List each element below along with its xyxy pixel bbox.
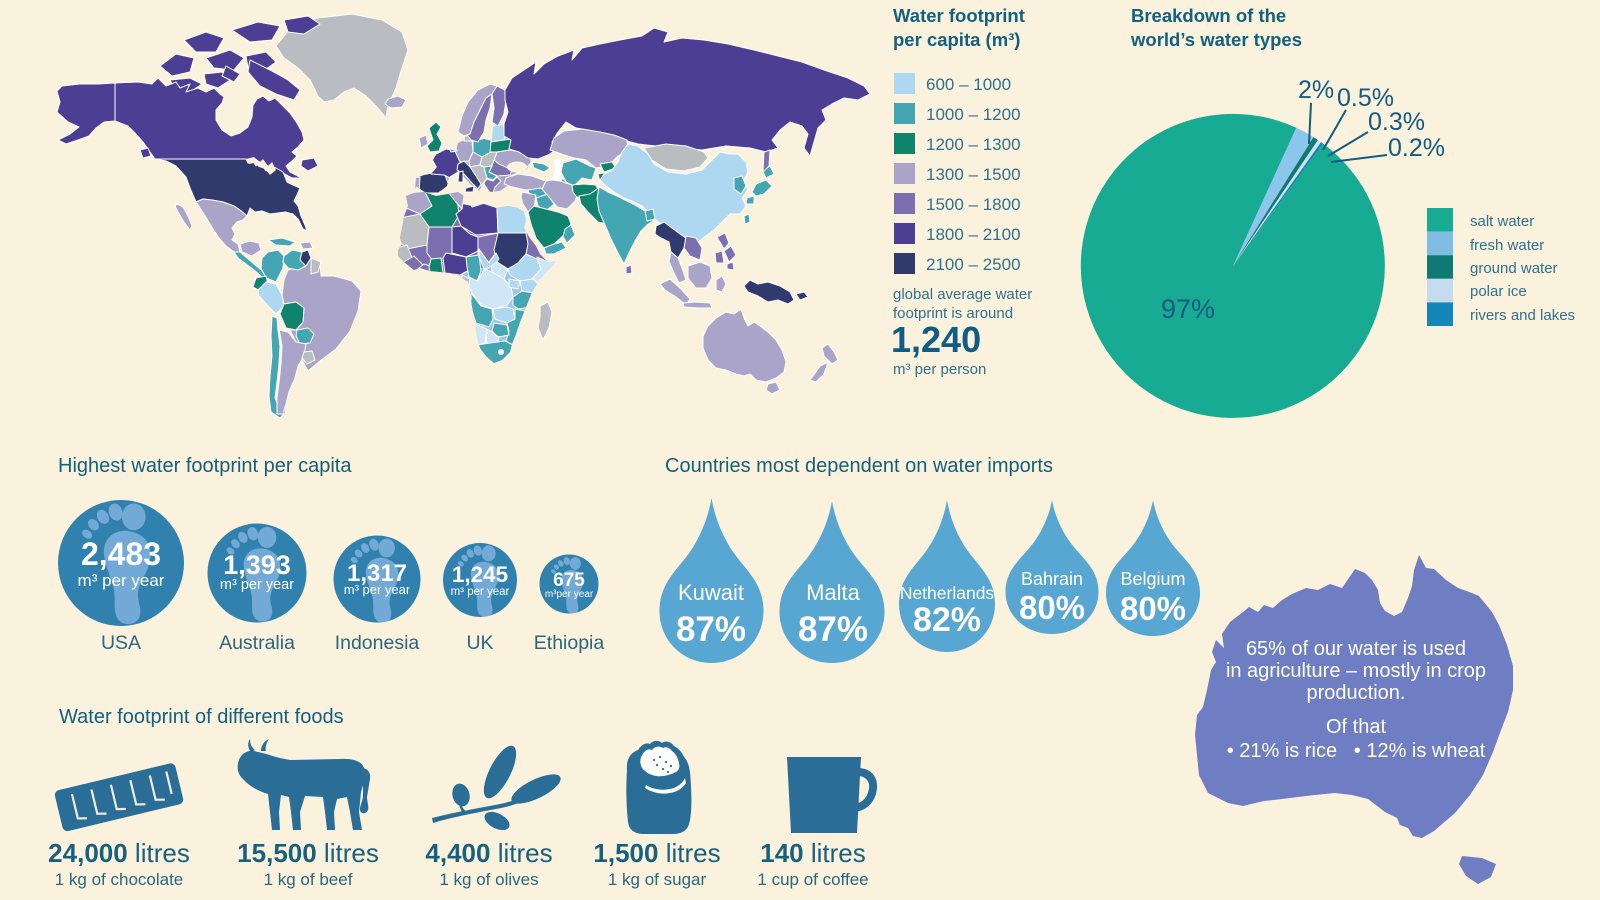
svg-text:fresh water: fresh water bbox=[1470, 237, 1544, 254]
svg-text:600 – 1000: 600 – 1000 bbox=[926, 75, 1011, 94]
svg-text:65% of our water is used: 65% of our water is used bbox=[1246, 638, 1466, 660]
svg-text:1 kg of chocolate: 1 kg of chocolate bbox=[55, 870, 184, 889]
svg-text:140 litres: 140 litres bbox=[760, 838, 866, 868]
svg-text:Australia: Australia bbox=[219, 632, 295, 654]
svg-text:1,393: 1,393 bbox=[223, 550, 291, 580]
svg-text:80%: 80% bbox=[1019, 589, 1085, 626]
svg-text:Countries most dependent on wa: Countries most dependent on water import… bbox=[665, 455, 1053, 477]
svg-text:Malta: Malta bbox=[806, 580, 861, 605]
svg-text:salt water: salt water bbox=[1470, 213, 1534, 230]
svg-text:UK: UK bbox=[466, 632, 493, 654]
svg-text:1,245: 1,245 bbox=[452, 562, 508, 587]
svg-text:Water footprint of different f: Water footprint of different foods bbox=[59, 706, 344, 728]
svg-text:1200 – 1300: 1200 – 1300 bbox=[926, 135, 1021, 154]
svg-text:1,317: 1,317 bbox=[347, 560, 407, 587]
svg-text:USA: USA bbox=[101, 632, 141, 654]
svg-text:1,240: 1,240 bbox=[891, 319, 981, 360]
svg-text:Belgium: Belgium bbox=[1120, 569, 1185, 589]
svg-text:per capita (m³): per capita (m³) bbox=[893, 29, 1020, 50]
svg-text:Water footprint: Water footprint bbox=[893, 5, 1025, 26]
svg-text:1 kg of sugar: 1 kg of sugar bbox=[608, 870, 707, 889]
svg-text:Indonesia: Indonesia bbox=[335, 632, 420, 654]
svg-text:1300 – 1500: 1300 – 1500 bbox=[926, 165, 1021, 184]
svg-text:world’s water types: world’s water types bbox=[1130, 29, 1302, 50]
svg-text:1 kg of olives: 1 kg of olives bbox=[439, 870, 538, 889]
svg-text:1500 – 1800: 1500 – 1800 bbox=[926, 195, 1021, 214]
svg-text:m³ per year: m³ per year bbox=[344, 582, 411, 597]
svg-text:87%: 87% bbox=[798, 610, 868, 649]
svg-text:1,500 litres: 1,500 litres bbox=[593, 838, 720, 868]
svg-text:87%: 87% bbox=[676, 610, 746, 649]
svg-text:1000 – 1200: 1000 – 1200 bbox=[926, 105, 1021, 124]
svg-text:0.5%: 0.5% bbox=[1337, 84, 1394, 112]
svg-text:82%: 82% bbox=[913, 601, 981, 639]
svg-text:global average water: global average water bbox=[893, 286, 1032, 303]
svg-text:1 kg of beef: 1 kg of beef bbox=[264, 870, 353, 889]
svg-text:in agriculture – mostly in cro: in agriculture – mostly in crop bbox=[1226, 660, 1486, 682]
svg-text:0.2%: 0.2% bbox=[1388, 134, 1445, 162]
svg-text:m³per year: m³per year bbox=[545, 589, 594, 600]
svg-text:• 21% is rice • 12% is wheat: • 21% is rice • 12% is wheat bbox=[1227, 740, 1486, 762]
svg-text:97%: 97% bbox=[1161, 294, 1215, 324]
svg-text:2,483: 2,483 bbox=[81, 536, 161, 572]
svg-text:m³ per year: m³ per year bbox=[451, 586, 510, 598]
svg-text:2100 – 2500: 2100 – 2500 bbox=[926, 255, 1021, 274]
svg-text:m³ per year: m³ per year bbox=[78, 571, 165, 590]
svg-text:675: 675 bbox=[553, 570, 585, 591]
svg-text:ground water: ground water bbox=[1470, 260, 1558, 277]
svg-text:polar ice: polar ice bbox=[1470, 283, 1527, 300]
svg-text:2%: 2% bbox=[1298, 76, 1334, 104]
svg-text:80%: 80% bbox=[1120, 590, 1186, 627]
svg-text:Netherlands: Netherlands bbox=[900, 583, 995, 603]
svg-text:m³ per person: m³ per person bbox=[893, 361, 986, 378]
svg-text:Ethiopia: Ethiopia bbox=[534, 632, 605, 654]
svg-text:4,400 litres: 4,400 litres bbox=[425, 838, 552, 868]
svg-text:1800 – 2100: 1800 – 2100 bbox=[926, 225, 1021, 244]
svg-text:Highest water footprint per ca: Highest water footprint per capita bbox=[58, 455, 352, 477]
svg-text:Kuwait: Kuwait bbox=[678, 580, 744, 605]
svg-text:rivers and lakes: rivers and lakes bbox=[1470, 307, 1575, 324]
svg-text:footprint is around: footprint is around bbox=[893, 305, 1013, 322]
svg-text:Bahrain: Bahrain bbox=[1021, 569, 1083, 589]
svg-text:m³ per year: m³ per year bbox=[220, 577, 294, 593]
svg-text:1 cup of coffee: 1 cup of coffee bbox=[757, 870, 868, 889]
svg-text:0.3%: 0.3% bbox=[1368, 108, 1425, 136]
svg-text:Breakdown of the: Breakdown of the bbox=[1131, 5, 1286, 26]
svg-text:24,000 litres: 24,000 litres bbox=[48, 838, 190, 868]
svg-text:15,500 litres: 15,500 litres bbox=[237, 838, 379, 868]
svg-text:production.: production. bbox=[1307, 682, 1406, 704]
svg-text:Of that: Of that bbox=[1326, 716, 1386, 738]
